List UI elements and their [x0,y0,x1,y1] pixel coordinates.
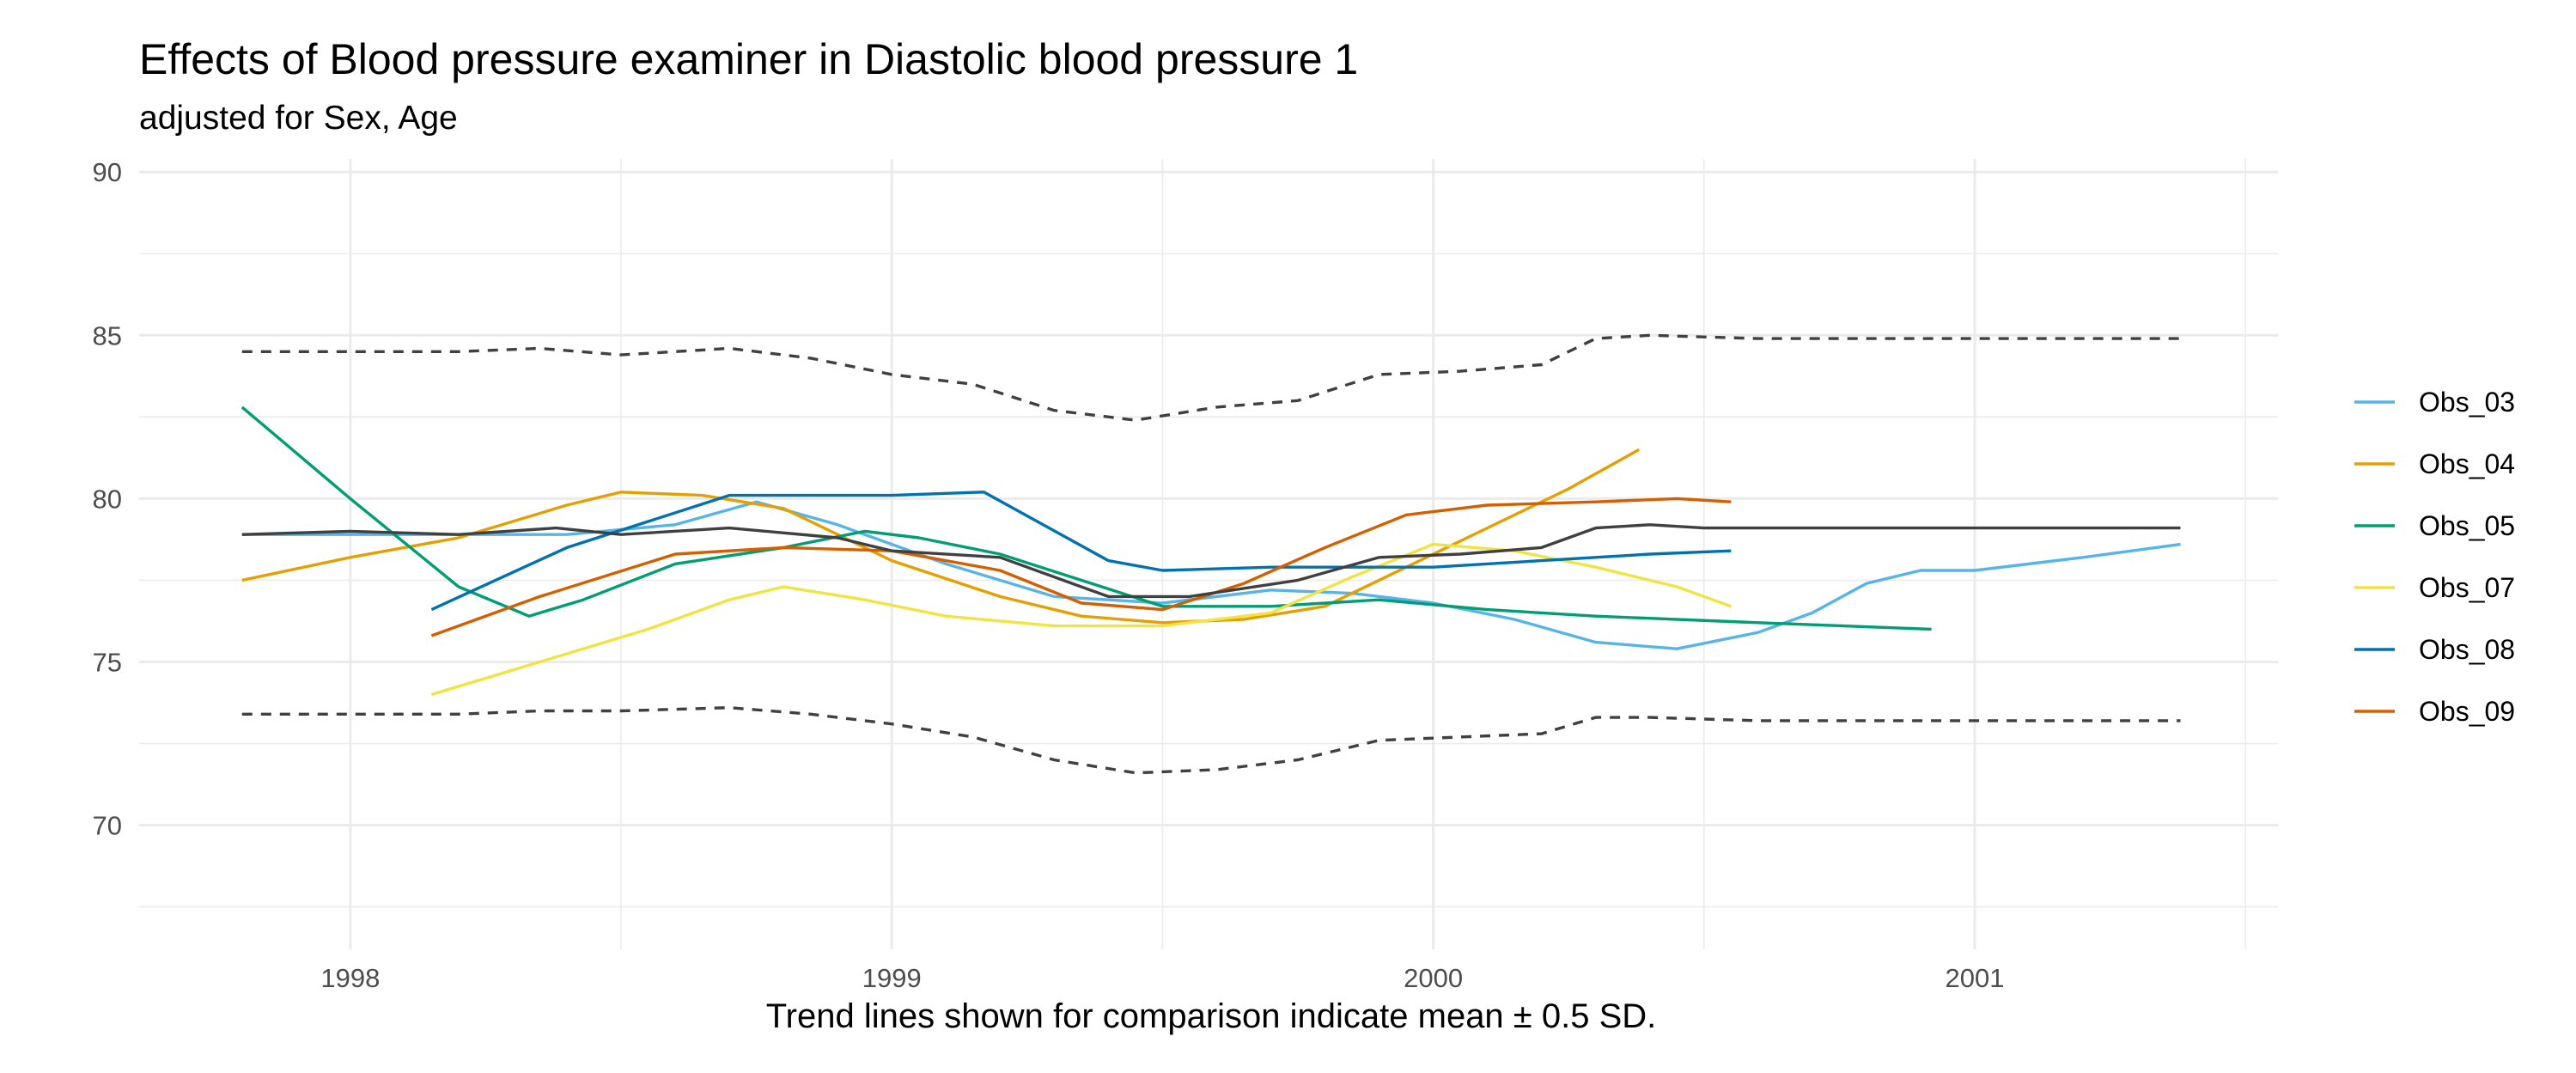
x-tick-label: 1999 [862,963,922,993]
series-line-obs-05 [241,405,1932,631]
y-tick-label: 90 [93,157,122,187]
y-tick-label: 85 [93,320,122,351]
series-line-obs-09 [430,497,1732,637]
legend-label-obs-04: Obs_04 [2419,448,2515,479]
series-line-obs-08 [430,491,1732,612]
y-axis-tick-labels: 70 75 80 85 90 [93,157,122,840]
minor-gridlines [139,159,2278,949]
x-tick-label: 2000 [1404,963,1463,993]
x-tick-label: 2001 [1946,963,2005,993]
legend-label-obs-09: Obs_09 [2419,696,2515,727]
y-tick-label: 80 [93,484,122,514]
chart-subtitle: adjusted for Sex, Age [139,100,458,137]
legend-label-obs-05: Obs_05 [2419,510,2515,541]
legend-label-obs-03: Obs_03 [2419,387,2515,418]
x-tick-label: 1998 [320,963,380,993]
series-line-obs-04 [241,448,1641,625]
legend-label-obs-07: Obs_07 [2419,572,2515,603]
series-lines [241,333,2181,775]
series-line-mean [241,523,2181,599]
series-line-mean-0-5-sd [241,706,2181,775]
y-tick-label: 70 [93,811,122,841]
y-tick-label: 75 [93,647,122,677]
x-axis-tick-labels: 1998 1999 2000 2001 [320,963,2004,993]
series-line-obs-07 [430,542,1732,697]
legend-label-obs-08: Obs_08 [2419,634,2515,665]
chart-caption: Trend lines shown for comparison indicat… [766,997,1657,1035]
major-gridlines [139,159,2278,949]
legend: Obs_03 Obs_04 Obs_05 Obs_07 Obs_08 Obs_09 [2354,387,2515,727]
chart-title: Effects of Blood pressure examiner in Di… [139,35,1358,83]
series-line-mean-0-5-sd [241,333,2181,422]
